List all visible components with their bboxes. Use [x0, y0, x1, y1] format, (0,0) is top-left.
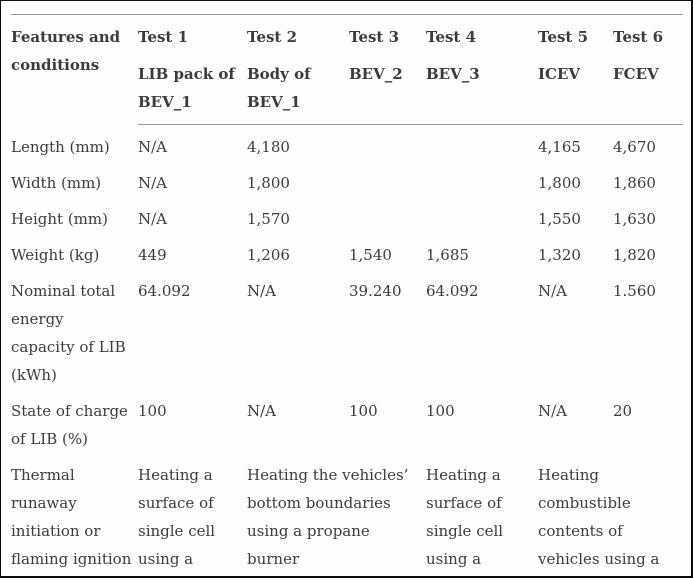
table-row: Nominal total energy capacity of LIB (kW…: [11, 269, 683, 389]
test-subject: ICEV: [538, 65, 581, 83]
test-subject: LIB pack of BEV_1: [138, 65, 235, 111]
table-row: Length (mm) N/A 4,180 4,165 4,670: [11, 125, 683, 162]
value-cell: N/A: [247, 282, 277, 300]
test-subject: BEV_3: [426, 65, 480, 83]
test-number: Test 6: [613, 28, 664, 46]
value-cell: 4,180: [247, 138, 290, 156]
test-number: Test 2: [247, 28, 298, 46]
ignition-method-cell: Heating a surface of single cell using a…: [138, 453, 247, 576]
column-header-test-5: Test 5 ICEV: [538, 14, 613, 125]
value-cell: N/A: [138, 138, 168, 156]
value-cell: 1,550: [538, 210, 581, 228]
feature-label: State of charge of LIB (%): [11, 402, 128, 448]
column-header-test-6: Test 6 FCEV: [613, 14, 683, 125]
feature-label: Length (mm): [11, 137, 110, 156]
value-cell: 1,685: [426, 246, 469, 264]
feature-label: Thermal runaway initiation or flaming ig…: [11, 453, 138, 576]
table-row: State of charge of LIB (%) 100 N/A 100 100 N/…: [11, 389, 683, 453]
table-body: Length (mm) N/A 4,180 4,165 4,670 Width (mm) N…: [11, 125, 683, 576]
value-cell: 100: [349, 402, 378, 420]
value-cell: 20: [613, 402, 633, 420]
column-header-test-3: Test 3 BEV_2: [349, 14, 426, 125]
value-cell: 1,540: [349, 246, 392, 264]
value-cell: 1,860: [613, 174, 656, 192]
table-row: Height (mm) N/A 1,570 1,550 1,630: [11, 197, 683, 233]
value-cell: N/A: [138, 174, 168, 192]
value-cell: [349, 125, 426, 162]
value-cell: 1,800: [247, 174, 290, 192]
test-number: Test 3: [349, 28, 400, 46]
value-cell: 39.240: [349, 282, 402, 300]
test-number: Test 1: [138, 28, 189, 46]
value-cell: 1.560: [613, 282, 656, 300]
column-header-test-4: Test 4 BEV_3: [426, 14, 538, 125]
value-cell: 1,570: [247, 210, 290, 228]
value-cell: 4,165: [538, 138, 581, 156]
value-cell: 100: [426, 402, 455, 420]
value-cell: [349, 161, 426, 197]
value-cell: 1,630: [613, 210, 656, 228]
ignition-method-cell: Heating the vehicles’ bottom boundaries …: [247, 453, 426, 576]
ignition-method-cell: Heating combustible contents of vehicles…: [538, 453, 683, 576]
header-row: Features and conditions Test 1 LIB pack o…: [11, 14, 683, 125]
value-cell: [426, 125, 538, 162]
ignition-method-cell: Heating a surface of single cell using a…: [426, 453, 538, 576]
feature-label: Nominal total energy capacity of LIB (kW…: [11, 282, 126, 384]
table-row-thermal-runaway: Thermal runaway initiation or flaming ig…: [11, 453, 683, 576]
value-cell: N/A: [138, 210, 168, 228]
value-cell: N/A: [538, 282, 568, 300]
value-cell: 449: [138, 246, 167, 264]
value-cell: [349, 197, 426, 233]
test-number: Test 4: [426, 28, 477, 46]
column-header-test-1: Test 1 LIB pack of BEV_1: [138, 14, 247, 125]
value-cell: 64.092: [426, 282, 479, 300]
value-cell: 64.092: [138, 282, 191, 300]
table-row: Weight (kg) 449 1,206 1,540 1,685 1,320 1,820: [11, 233, 683, 269]
value-cell: [426, 197, 538, 233]
vehicle-fire-test-table: Features and conditions Test 1 LIB pack o…: [11, 14, 683, 576]
column-header-features: Features and conditions: [11, 28, 121, 74]
value-cell: 1,206: [247, 246, 290, 264]
table-row: Width (mm) N/A 1,800 1,800 1,860: [11, 161, 683, 197]
value-cell: [426, 161, 538, 197]
value-cell: 1,820: [613, 246, 656, 264]
test-subject: FCEV: [613, 65, 659, 83]
value-cell: N/A: [247, 402, 277, 420]
value-cell: N/A: [538, 402, 568, 420]
test-subject: Body of BEV_1: [247, 65, 311, 111]
feature-label: Weight (kg): [11, 246, 100, 264]
value-cell: 1,800: [538, 174, 581, 192]
feature-label: Width (mm): [11, 174, 102, 192]
test-number: Test 5: [538, 28, 589, 46]
feature-label: Height (mm): [11, 210, 108, 228]
value-cell: 100: [138, 402, 167, 420]
test-subject: BEV_2: [349, 65, 403, 83]
value-cell: 4,670: [613, 138, 656, 156]
value-cell: 1,320: [538, 246, 581, 264]
column-header-test-2: Test 2 Body of BEV_1: [247, 14, 349, 125]
